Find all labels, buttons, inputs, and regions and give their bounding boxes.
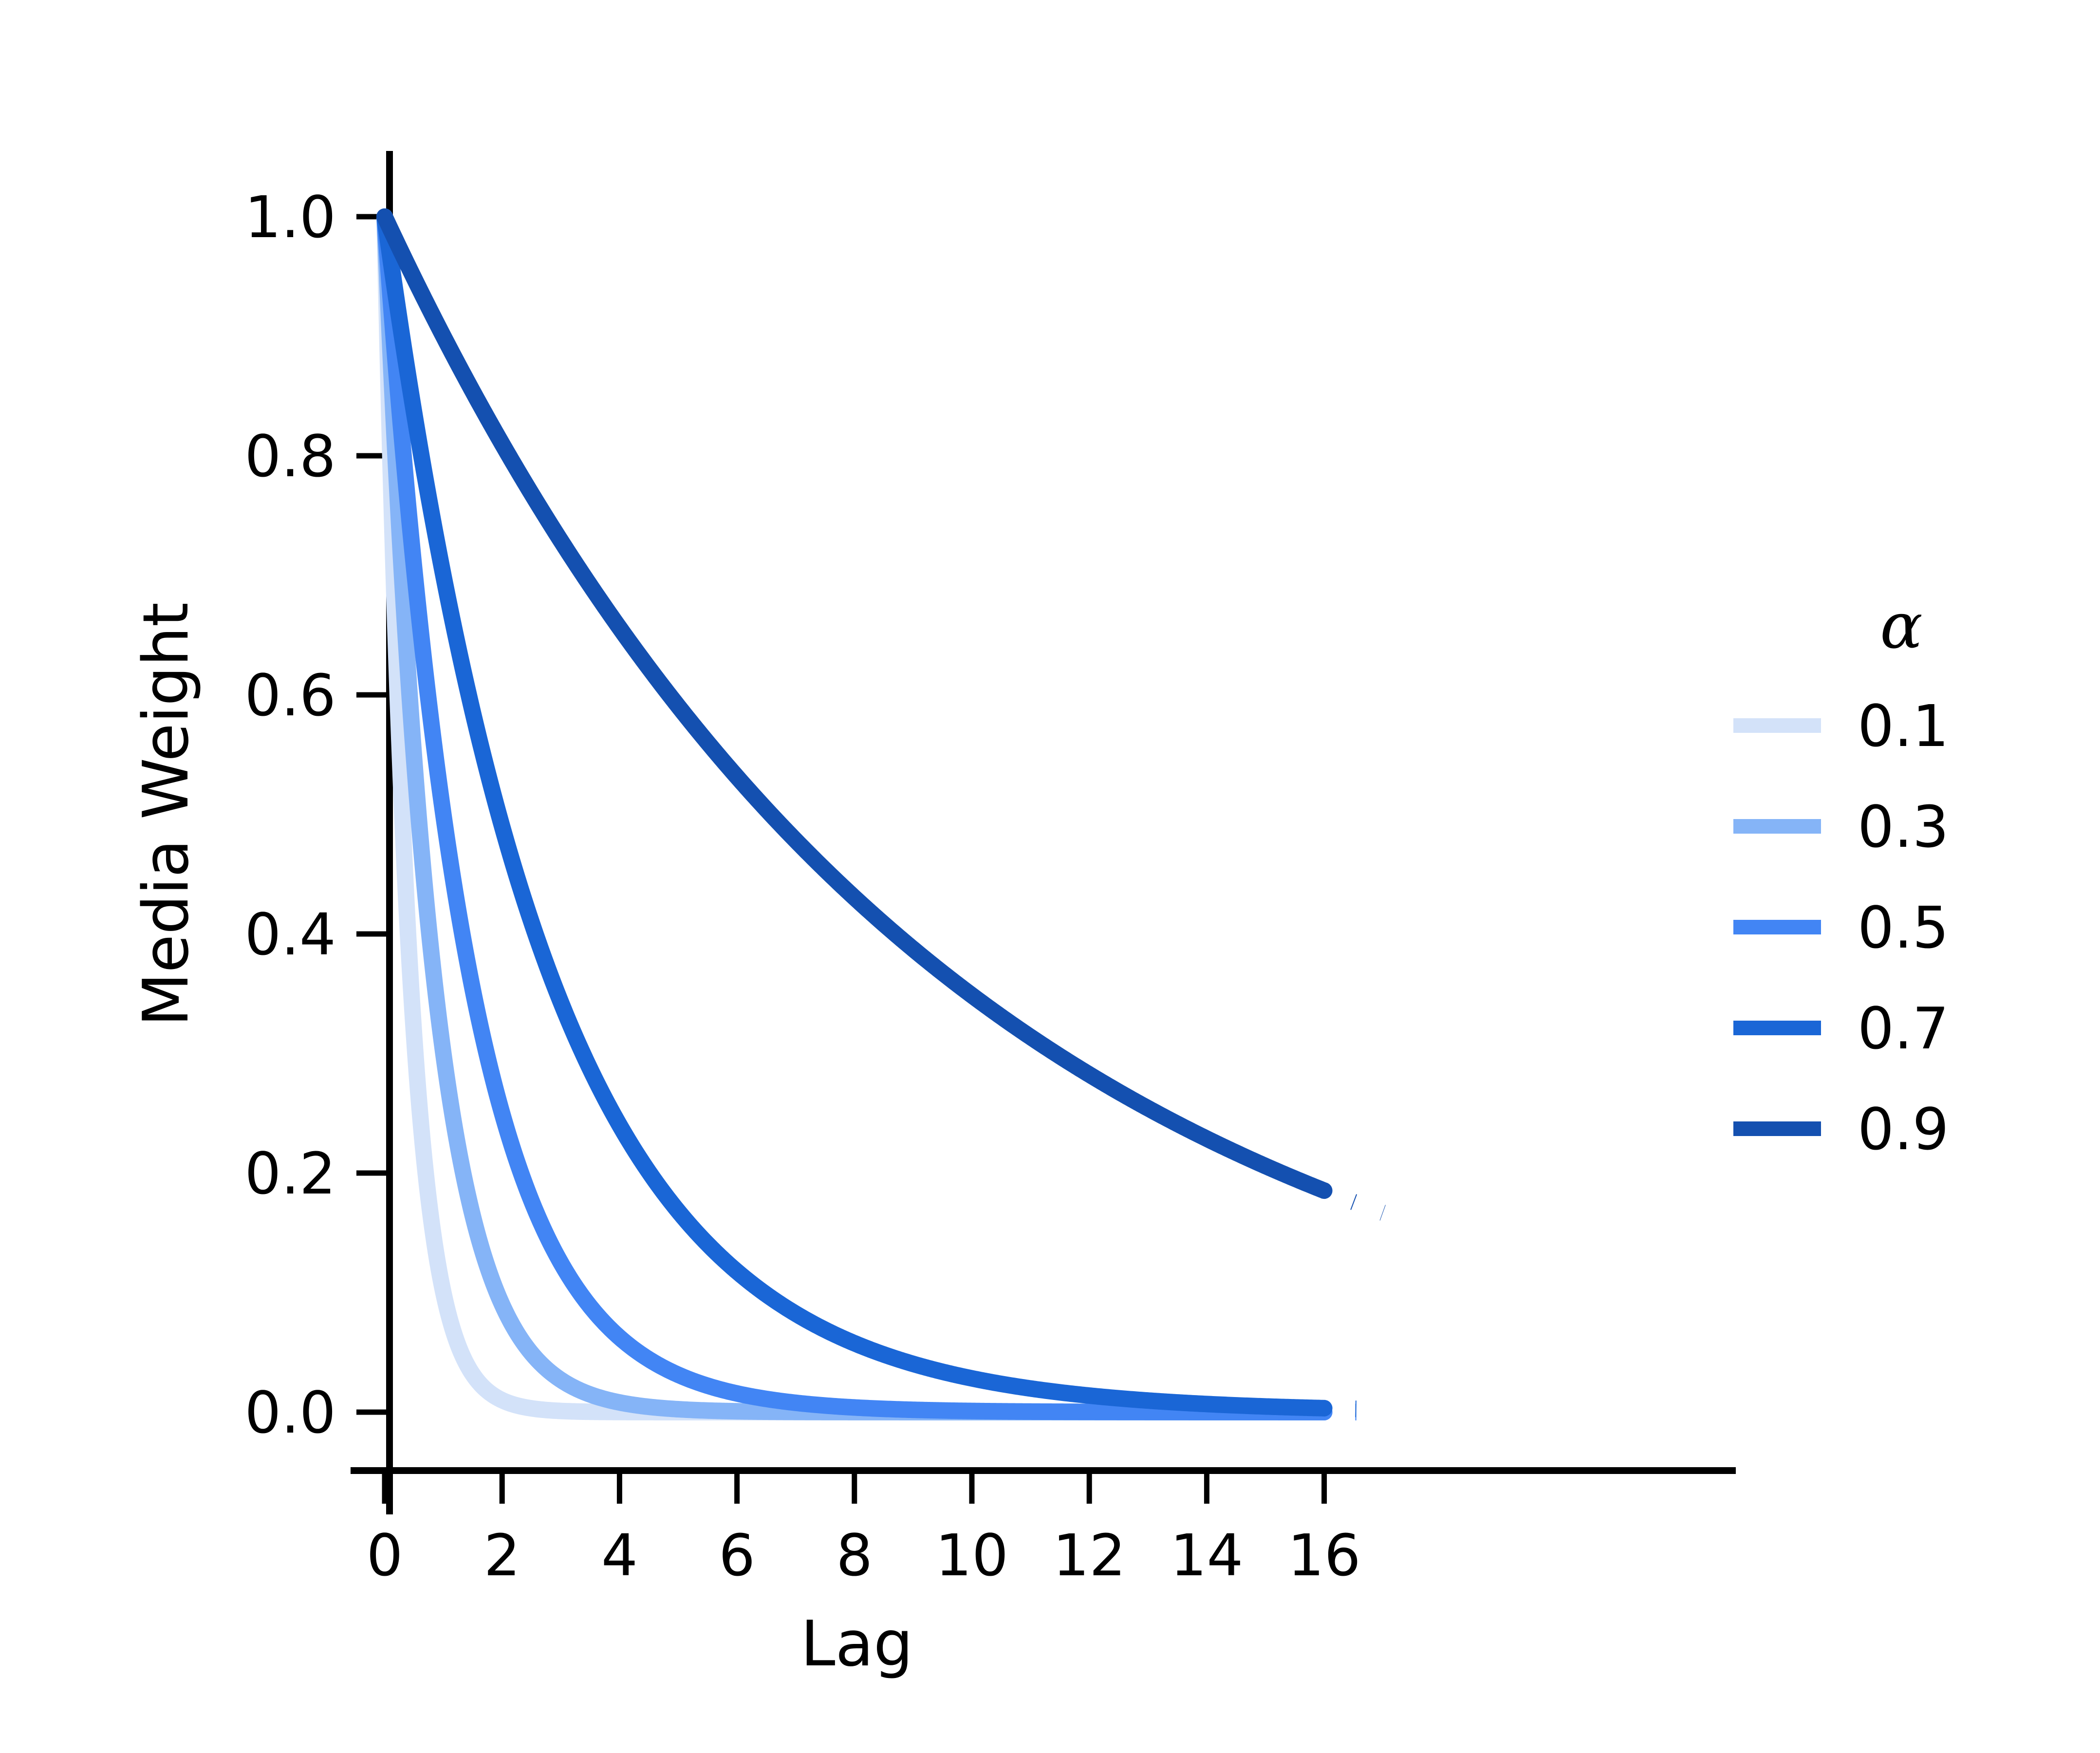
- series-line-alpha-0-5: [376, 208, 1333, 1420]
- legend-title-alpha: α: [1880, 589, 1923, 663]
- y-tick-label: 0.8: [244, 423, 336, 490]
- x-axis-tick-labels: 0 2 4 6 8 10 12 14 16: [366, 1522, 1360, 1589]
- legend-label: 0.5: [1858, 894, 1949, 961]
- x-tick-label: 16: [1288, 1522, 1361, 1589]
- x-axis-title: Lag: [800, 1608, 913, 1680]
- y-tick-label: 1.0: [244, 184, 336, 251]
- legend-label: 0.9: [1858, 1096, 1949, 1163]
- x-tick-label: 10: [935, 1522, 1008, 1589]
- x-tick-label: 8: [836, 1522, 873, 1589]
- series-dotted-tail-alpha-0-9: [1321, 1183, 1386, 1221]
- y-tick-label: 0.4: [244, 901, 336, 968]
- legend: α 0.1 0.3 0.5 0.7 0.9: [1733, 589, 1949, 1163]
- x-tick-label: 6: [719, 1522, 755, 1589]
- x-tick-label: 14: [1170, 1522, 1243, 1589]
- legend-item-alpha-0-1[interactable]: 0.1: [1733, 692, 1949, 760]
- legend-item-alpha-0-5[interactable]: 0.5: [1733, 894, 1949, 961]
- y-tick-label: 0.2: [244, 1140, 336, 1207]
- series-line-alpha-0-7: [376, 208, 1333, 1417]
- data-series-group: [376, 208, 1386, 1420]
- x-tick-label: 4: [601, 1522, 638, 1589]
- legend-item-alpha-0-9[interactable]: 0.9: [1733, 1096, 1949, 1163]
- legend-label: 0.3: [1858, 793, 1949, 860]
- y-axis-tick-labels: 0.0 0.2 0.4 0.6 0.8 1.0: [244, 184, 336, 1446]
- legend-item-alpha-0-7[interactable]: 0.7: [1733, 995, 1949, 1062]
- legend-item-alpha-0-3[interactable]: 0.3: [1733, 793, 1949, 860]
- x-tick-label: 0: [366, 1522, 403, 1589]
- x-axis-ticks: [382, 1471, 1327, 1504]
- x-tick-label: 2: [484, 1522, 520, 1589]
- y-tick-label: 0.6: [244, 662, 336, 729]
- legend-entries: 0.1 0.3 0.5 0.7 0.9: [1733, 692, 1949, 1163]
- legend-label: 0.1: [1858, 692, 1949, 760]
- x-tick-label: 12: [1053, 1522, 1126, 1589]
- series-line-alpha-0-9: [376, 208, 1333, 1199]
- y-axis-title: Media Weight: [130, 602, 203, 1026]
- y-tick-label: 0.0: [244, 1379, 336, 1446]
- legend-label: 0.7: [1858, 995, 1949, 1062]
